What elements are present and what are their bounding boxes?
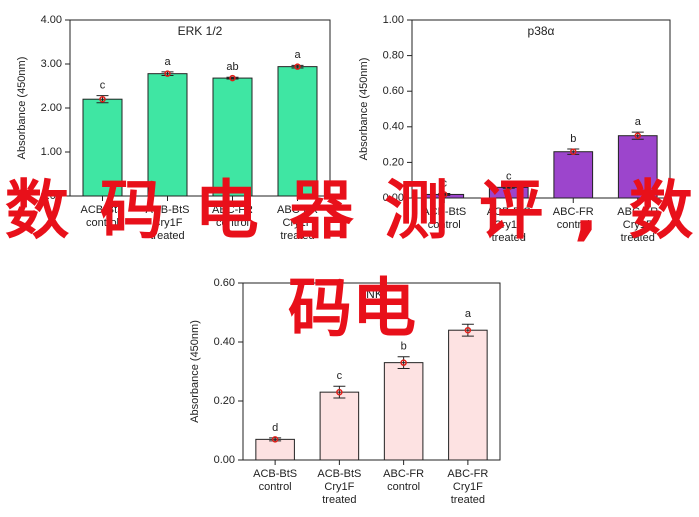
x-tick-label: control: [387, 481, 420, 493]
mean-dot: [400, 359, 407, 366]
y-tick-label: 0.40: [214, 336, 235, 348]
x-tick-label: Cry1F: [623, 219, 653, 231]
error-bar: [333, 385, 346, 399]
bar: [277, 66, 318, 197]
y-tick-label: 0.20: [214, 395, 235, 407]
y-tick-label: 0.80: [383, 50, 404, 62]
error-bar: [226, 76, 239, 80]
mean-dot: [294, 63, 301, 70]
x-tick-label: treated: [621, 232, 655, 244]
significance-letter: d: [272, 422, 278, 434]
significance-letter: c: [506, 170, 512, 182]
x-tick-label: ABC-FR: [212, 204, 253, 216]
mean-dot: [336, 388, 343, 396]
bar: [82, 98, 123, 197]
x-tick-label: ACB-BtS: [145, 204, 189, 216]
y-tick-label: 0.20: [383, 156, 404, 168]
y-tick-label: 1.00: [41, 146, 62, 158]
y-tick-label: 2.00: [41, 102, 62, 114]
x-tick-label: Cry1F: [453, 481, 483, 493]
significance-letter: c: [337, 370, 343, 382]
chart-title: JNK: [360, 287, 383, 301]
significance-letter: c: [442, 177, 448, 189]
mean-dot: [464, 326, 472, 334]
y-tick-label: 1.00: [383, 14, 404, 26]
plot-frame: [69, 19, 331, 197]
mean-dot: [271, 436, 279, 443]
significance-letter: a: [294, 49, 301, 61]
bar: [448, 329, 488, 461]
mean-dot: [505, 184, 512, 191]
x-tick-label: Cry1F: [324, 481, 354, 493]
x-tick-label: treated: [280, 230, 314, 242]
mean-dot: [99, 95, 106, 103]
significance-letter: c: [100, 80, 106, 92]
error-bar: [397, 356, 410, 370]
x-tick-label: treated: [150, 230, 184, 242]
error-bar: [291, 64, 304, 69]
x-tick-label: ACB-BtS: [80, 204, 124, 216]
y-tick-label: 0.00: [214, 454, 235, 466]
y-axis-label: Absorbance (450nm): [358, 58, 370, 161]
bar: [383, 362, 424, 461]
y-axis-label: Absorbance (450nm): [189, 320, 201, 423]
error-bar: [461, 323, 474, 337]
x-tick-label: treated: [322, 494, 356, 506]
mean-dot: [634, 132, 641, 139]
x-tick-label: control: [428, 219, 461, 231]
significance-letter: b: [401, 341, 407, 353]
significance-letter: a: [635, 116, 642, 128]
y-axis-label: Absorbance (450nm): [16, 57, 28, 160]
x-tick-label: ACB-BtS: [317, 468, 361, 480]
x-tick-label: Cry1F: [494, 219, 524, 231]
x-tick-label: treated: [492, 232, 526, 244]
y-tick-label: 3.00: [41, 58, 62, 70]
x-tick-label: control: [259, 481, 292, 493]
overlay-text: 码电: [288, 273, 416, 347]
x-tick-label: treated: [451, 494, 485, 506]
bar: [319, 391, 360, 461]
x-tick-label: ABC-FR: [553, 206, 594, 218]
x-tick-label: control: [86, 217, 119, 229]
y-tick-label: 0.60: [214, 277, 235, 289]
x-tick-label: Cry1F: [283, 217, 313, 229]
y-tick-label: 0.00: [383, 192, 404, 204]
plot-frame: [411, 19, 671, 199]
x-tick-label: control: [557, 219, 590, 231]
x-tick-label: control: [216, 217, 249, 229]
y-tick-label: 0.40: [383, 121, 404, 133]
significance-letter: ab: [226, 61, 238, 73]
y-tick-label: 0.00: [41, 190, 62, 202]
significance-letter: a: [465, 308, 472, 320]
error-bar: [269, 437, 282, 442]
mean-dot: [570, 148, 577, 155]
mean-dot: [229, 74, 236, 82]
chart-title: ERK 1/2: [178, 24, 223, 38]
x-tick-label: ACB-BtS: [253, 468, 297, 480]
mean-dot: [164, 70, 171, 77]
x-tick-label: Cry1F: [153, 217, 183, 229]
bar: [553, 151, 594, 199]
x-tick-label: ABC-FR: [383, 468, 424, 480]
bar: [212, 77, 253, 197]
error-bar: [438, 193, 451, 196]
chart-title: p38α: [528, 24, 555, 38]
y-tick-label: 4.00: [41, 14, 62, 26]
x-tick-label: ACB-BtS: [487, 206, 531, 218]
significance-letter: a: [164, 56, 171, 68]
x-tick-label: ABC-FR: [447, 468, 488, 480]
x-tick-label: ABC-FR: [617, 206, 658, 218]
mean-dot: [441, 191, 448, 198]
overlay-text: 数码电器测评,数: [5, 175, 693, 249]
plot-frame: [242, 282, 501, 461]
error-bar: [502, 185, 515, 189]
y-tick-label: 0.60: [383, 85, 404, 97]
x-tick-label: ABC-FR: [277, 204, 318, 216]
x-tick-label: ACB-BtS: [422, 206, 466, 218]
significance-letter: b: [570, 133, 576, 145]
bar: [147, 73, 188, 197]
